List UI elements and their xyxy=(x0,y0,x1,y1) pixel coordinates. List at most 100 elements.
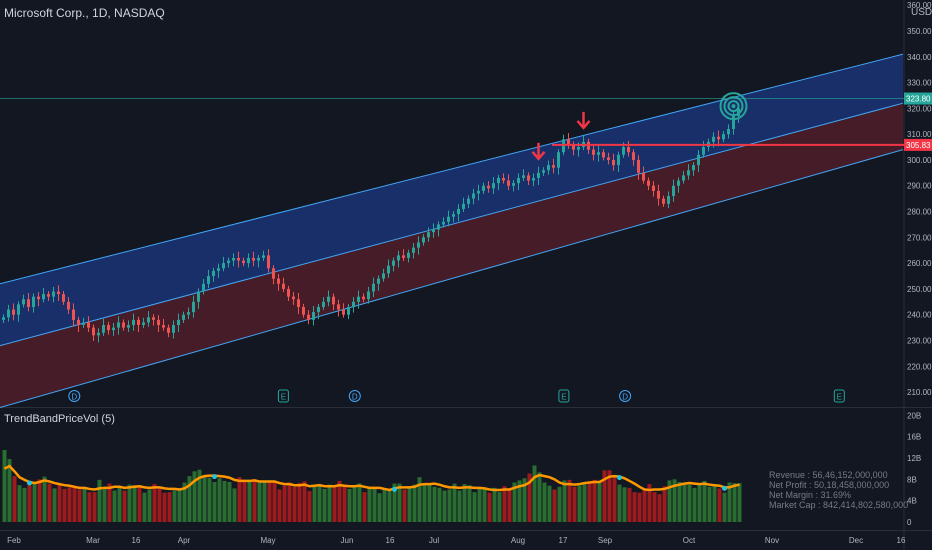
volume-bar xyxy=(427,484,432,522)
volume-bar xyxy=(352,486,357,522)
x-tick-0: Feb xyxy=(7,536,21,545)
candle-body xyxy=(322,301,325,307)
volume-bar xyxy=(657,494,662,522)
candle-body xyxy=(732,116,735,129)
volume-bar xyxy=(412,484,417,522)
volume-bar xyxy=(342,486,347,522)
price-tick-230: 230.00 xyxy=(907,337,932,346)
volume-bar xyxy=(387,489,392,522)
volume-bar xyxy=(147,489,152,522)
candle-body xyxy=(297,299,300,307)
volume-tick-4: 16B xyxy=(907,433,921,442)
volume-bar xyxy=(377,493,382,522)
candle-body xyxy=(277,278,280,284)
volume-bar xyxy=(122,490,127,522)
candle-body xyxy=(477,190,480,194)
candle-body xyxy=(137,319,140,326)
candle-body xyxy=(352,301,355,307)
volume-bar xyxy=(52,488,57,522)
candle-body xyxy=(42,294,45,300)
volume-bar xyxy=(82,488,87,522)
event-marker-4: D xyxy=(619,390,632,402)
volume-bar xyxy=(677,482,682,522)
volume-bar xyxy=(202,476,207,522)
fundamental-net-profit: Net Profit : 50,18,458,000,000 xyxy=(769,480,890,490)
x-tick-11: Oct xyxy=(683,536,696,545)
volume-bar xyxy=(337,480,342,522)
candle-body xyxy=(182,314,185,320)
candle-body xyxy=(72,309,75,320)
x-tick-1: Mar xyxy=(86,536,100,545)
volume-bar xyxy=(262,482,267,522)
volume-bar xyxy=(482,488,487,522)
candle-body xyxy=(617,154,620,166)
candle-body xyxy=(677,180,680,186)
x-tick-14: 16 xyxy=(897,536,906,545)
candle-body xyxy=(697,154,700,166)
candle-body xyxy=(112,327,115,331)
volume-bar xyxy=(727,482,732,522)
candle-body xyxy=(292,296,295,300)
candle-body xyxy=(192,301,195,313)
x-tick-2: 16 xyxy=(132,536,141,545)
volume-bar xyxy=(557,486,562,522)
candle-body xyxy=(667,196,670,204)
candle-body xyxy=(127,325,130,328)
candle-body xyxy=(207,276,210,284)
candle-body xyxy=(657,190,660,199)
candle-body xyxy=(642,172,645,181)
channel-middle-line xyxy=(0,102,904,347)
volume-bar xyxy=(252,479,257,522)
fundamental-net-margin: Net Margin : 31.69% xyxy=(769,490,852,500)
volume-bar xyxy=(542,482,547,522)
price-axis-bg xyxy=(904,0,932,550)
volume-bar xyxy=(517,480,522,522)
candle-body xyxy=(442,221,445,225)
price-tick-240: 240.00 xyxy=(907,311,932,320)
volume-bar xyxy=(552,489,557,522)
volume-bar xyxy=(672,479,677,522)
candle-body xyxy=(407,252,410,258)
volume-bar xyxy=(222,480,227,522)
volume-bar xyxy=(67,487,72,522)
volume-bar xyxy=(117,486,122,522)
event-dividend-shape xyxy=(348,390,361,402)
candle-body xyxy=(332,296,335,305)
volume-tick-1: 4B xyxy=(907,497,917,506)
candle-body xyxy=(37,296,40,300)
candle-body xyxy=(552,165,555,168)
volume-bar xyxy=(737,483,742,522)
candle-body xyxy=(97,332,100,336)
candle-body xyxy=(607,157,610,160)
volume-bar xyxy=(32,483,37,522)
volume-bar xyxy=(97,479,102,522)
channel-upper-line xyxy=(0,53,904,285)
candle-body xyxy=(342,309,345,315)
volume-bar xyxy=(177,490,182,522)
price-label-0: 323.80 xyxy=(906,95,931,104)
candle-body xyxy=(12,309,15,315)
indicator-label[interactable]: TrendBandPriceVol (5) xyxy=(4,413,115,425)
candle-body xyxy=(682,175,685,181)
candle-body xyxy=(452,214,455,217)
event-marker-5: E xyxy=(833,389,845,403)
volume-bar xyxy=(472,492,477,522)
candle-body xyxy=(187,312,190,315)
candle-body xyxy=(147,317,150,323)
volume-bar xyxy=(647,484,652,522)
price-tick-350: 350.00 xyxy=(907,27,932,36)
candle-body xyxy=(242,260,245,264)
candle-body xyxy=(567,139,570,145)
candle-body xyxy=(392,260,395,266)
symbol-title[interactable]: Microsoft Corp., 1D, NASDAQ xyxy=(4,6,165,20)
volume-bar xyxy=(572,486,577,522)
volume-bar xyxy=(287,482,292,522)
price-tick-340: 340.00 xyxy=(907,53,932,62)
volume-bar xyxy=(207,477,212,522)
volume-bar xyxy=(307,491,312,522)
x-tick-7: Jul xyxy=(429,536,439,545)
candle-body xyxy=(512,183,515,186)
volume-bar xyxy=(362,492,367,522)
candle-body xyxy=(402,255,405,258)
